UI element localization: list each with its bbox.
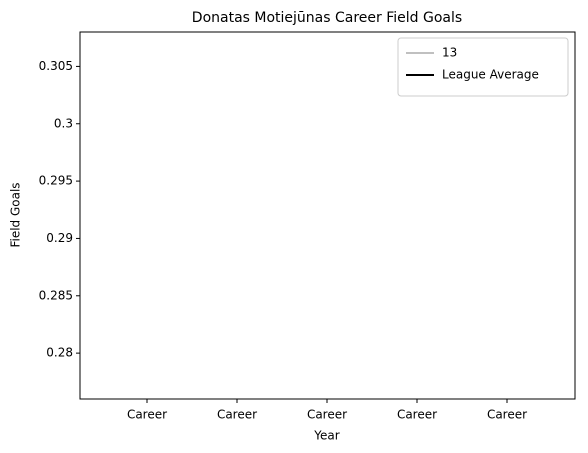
legend-box — [397, 37, 569, 97]
chart-title: Donatas Motiejūnas Career Field Goals — [192, 10, 462, 26]
y-tick-label: 0.28 — [46, 346, 73, 360]
x-tick-label: Career — [307, 408, 347, 422]
y-tick-label: 0.29 — [46, 231, 73, 245]
x-axis-label: Year — [313, 429, 339, 443]
y-tick-label: 0.3 — [54, 116, 73, 130]
legend-label: League Average — [442, 68, 539, 82]
y-tick-label: 0.305 — [39, 59, 73, 73]
y-axis-label: Field Goals — [9, 182, 23, 247]
x-tick-label: Career — [487, 408, 527, 422]
x-tick-label: Career — [397, 408, 437, 422]
legend-label: 13 — [442, 46, 457, 60]
x-tick-label: Career — [127, 408, 167, 422]
plot-frame — [79, 31, 576, 400]
x-tick-label: Career — [217, 408, 257, 422]
y-tick-label: 0.295 — [39, 174, 73, 188]
y-tick-label: 0.285 — [39, 288, 73, 302]
